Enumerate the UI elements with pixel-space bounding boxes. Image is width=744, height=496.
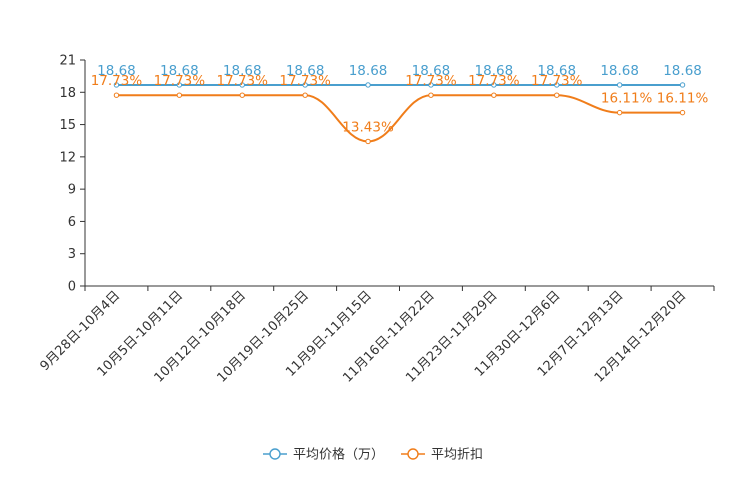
y-tick-label: 21 bbox=[59, 54, 76, 69]
series-1-point bbox=[491, 92, 497, 98]
series-0-data-label: 18.68 bbox=[475, 63, 514, 79]
series-1-point bbox=[176, 92, 183, 98]
y-tick-label: 0 bbox=[68, 280, 76, 295]
series-1-point bbox=[113, 92, 120, 98]
legend-circle-icon bbox=[407, 448, 419, 460]
series-1-point bbox=[365, 138, 371, 145]
series-1-point bbox=[616, 109, 623, 116]
series-0-point bbox=[428, 82, 434, 88]
legend-item-0[interactable]: 平均价格（万） bbox=[263, 447, 384, 463]
series-1-data-label: 17.73% bbox=[405, 73, 457, 89]
series-1-data-label: 17.73% bbox=[468, 73, 520, 89]
series-1-data-label: 16.11% bbox=[601, 91, 653, 107]
legend-item-1[interactable]: 平均折扣 bbox=[401, 448, 483, 463]
y-tick-label: 12 bbox=[59, 150, 76, 165]
series-1-point bbox=[239, 92, 245, 98]
data-labels: 18.68 18.68 18.68 18.68 18.68 18.68 18.68 18.68… bbox=[91, 63, 709, 136]
series-0-point bbox=[491, 82, 497, 88]
series-1-data-label: 17.73% bbox=[91, 73, 143, 89]
series-0-data-label: 18.68 bbox=[160, 63, 199, 79]
series-layer bbox=[113, 82, 686, 145]
legend-circle-icon bbox=[269, 448, 281, 460]
series-0-data-label: 18.68 bbox=[663, 63, 702, 79]
legend-label: 平均价格（万） bbox=[293, 447, 384, 463]
series-0-point bbox=[679, 82, 686, 88]
y-tick-label: 3 bbox=[68, 247, 76, 262]
series-0-point bbox=[554, 82, 560, 88]
series-0-data-label: 18.68 bbox=[223, 63, 262, 79]
series-1-data-label: 17.73% bbox=[154, 73, 206, 89]
series-1-data-label: 17.73% bbox=[217, 73, 269, 89]
series-0-point bbox=[176, 82, 183, 88]
y-tick-label: 18 bbox=[59, 86, 76, 101]
series-1-data-label: 17.73% bbox=[279, 73, 331, 89]
series-1-point bbox=[679, 109, 686, 116]
series-1-data-label: 13.43% bbox=[342, 119, 394, 135]
series-line-1 bbox=[116, 94, 683, 143]
legend-label: 平均折扣 bbox=[431, 448, 483, 463]
legend[interactable]: 平均价格（万） 平均折扣 bbox=[263, 447, 483, 463]
series-0-point bbox=[616, 82, 623, 88]
series-0-data-label: 18.68 bbox=[286, 63, 325, 79]
series-1-point bbox=[428, 92, 434, 98]
series-1-data-label: 17.73% bbox=[531, 73, 583, 89]
y-tick-label: 6 bbox=[68, 215, 76, 230]
series-0-data-label: 18.68 bbox=[537, 63, 576, 79]
series-0-data-label: 18.68 bbox=[97, 63, 136, 79]
series-0-point bbox=[365, 82, 371, 88]
series-0-data-label: 18.68 bbox=[600, 63, 639, 79]
series-0-data-label: 18.68 bbox=[412, 63, 451, 79]
series-0-point bbox=[302, 82, 308, 88]
series-1-point bbox=[302, 92, 308, 98]
y-tick-label: 9 bbox=[68, 183, 76, 198]
series-0-data-label: 18.68 bbox=[349, 63, 388, 79]
series-0-point bbox=[113, 82, 120, 88]
series-0-point bbox=[239, 82, 245, 88]
y-tick-label: 15 bbox=[59, 118, 76, 133]
series-1-data-label: 16.11% bbox=[657, 91, 709, 107]
series-1-point bbox=[554, 92, 560, 98]
